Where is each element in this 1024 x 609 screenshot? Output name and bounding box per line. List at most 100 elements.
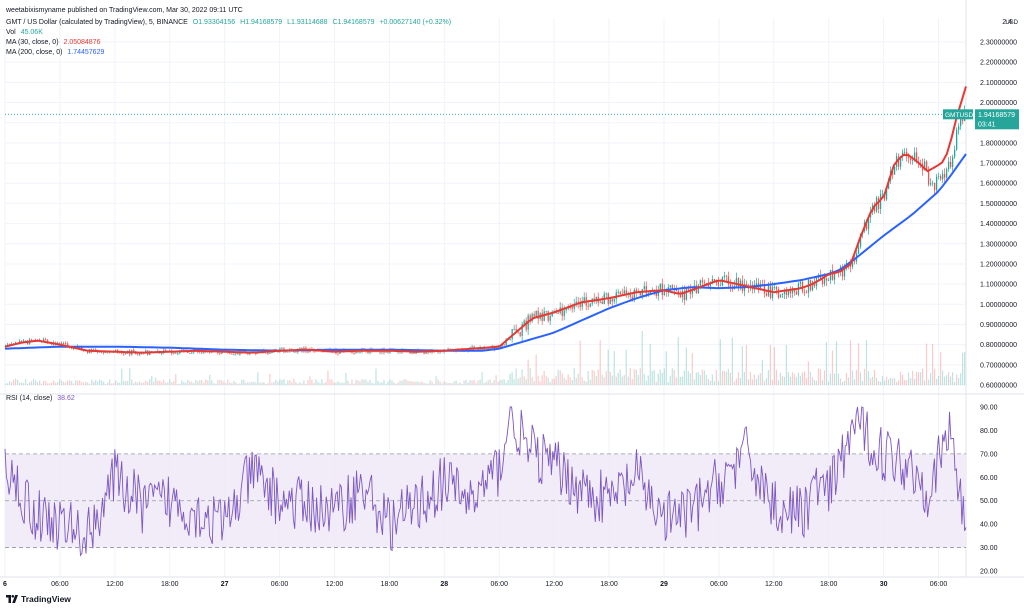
time-tick-label: 28 <box>440 581 448 588</box>
candle-body <box>719 285 722 287</box>
volume-bar <box>877 381 880 385</box>
volume-bar <box>5 383 7 385</box>
ma30-legend[interactable]: MA (30, close, 0) 2.05084876 <box>6 38 103 47</box>
candle-body <box>947 161 950 170</box>
volume-bar <box>869 378 872 385</box>
candle-body <box>579 302 581 307</box>
volume-bar <box>645 380 647 385</box>
symbol-legend[interactable]: GMT / US Dollar (calculated by TradingVi… <box>6 18 454 27</box>
volume-bar <box>127 380 129 385</box>
candle-body <box>725 275 728 277</box>
candle-body <box>689 289 692 294</box>
volume-bar <box>687 371 689 385</box>
volume-bar <box>745 344 747 385</box>
volume-bar <box>251 381 253 385</box>
volume-bar <box>847 377 850 385</box>
tradingview-logo-icon <box>6 595 18 603</box>
volume-bar <box>781 375 784 385</box>
rsi-legend[interactable]: RSI (14, close) 38.62 <box>6 394 78 403</box>
volume-bar <box>157 380 159 385</box>
volume-bar <box>479 379 481 385</box>
candle-body <box>275 349 277 351</box>
volume-bar <box>587 371 589 385</box>
candle-body <box>959 115 962 127</box>
volume-bar <box>843 380 846 385</box>
volume-bar <box>867 371 870 385</box>
time-tick-label: 18:00 <box>600 581 618 588</box>
volume-bar <box>785 345 788 385</box>
volume-bar <box>535 354 537 385</box>
volume-bar <box>527 359 529 385</box>
volume-bar <box>647 375 649 385</box>
low-value: L1.93114688 <box>287 19 328 26</box>
volume-bar <box>269 373 271 385</box>
candle-body <box>583 297 585 302</box>
volume-bar <box>249 382 251 385</box>
candle-body <box>819 275 822 280</box>
volume-bar <box>463 380 465 385</box>
candle-body <box>883 193 886 200</box>
volume-bar <box>183 381 185 385</box>
volume-bar <box>655 381 657 385</box>
volume-bar <box>595 375 597 385</box>
volume-bar <box>709 380 711 385</box>
volume-bar <box>57 381 59 385</box>
ma200-legend[interactable]: MA (200, close, 0) 1.74457629 <box>6 48 107 57</box>
candle-body <box>623 290 625 295</box>
candle-body <box>351 352 353 353</box>
volume-bar <box>823 370 826 385</box>
volume-bar <box>337 381 339 385</box>
rsi-tick-label: 90.00 <box>980 405 998 412</box>
volume-legend[interactable]: Vol 45.06K <box>6 28 46 37</box>
candle-body <box>267 352 269 354</box>
candle-body <box>353 352 355 354</box>
volume-bar <box>827 381 830 385</box>
volume-bar <box>915 371 918 385</box>
candle-body <box>629 293 631 297</box>
volume-bar <box>483 383 485 385</box>
price-tick-label: 1.50000000 <box>980 201 1017 208</box>
candle-body <box>271 351 273 354</box>
candle-body <box>781 293 784 295</box>
volume-bar <box>109 379 111 385</box>
volume-bar <box>379 382 381 385</box>
volume-bar <box>149 379 151 385</box>
volume-bar <box>473 379 475 385</box>
symbol-tag <box>943 109 973 120</box>
candle-body <box>593 298 595 300</box>
candle-body <box>711 278 714 283</box>
price-tick-label: 0.60000000 <box>980 383 1017 390</box>
volume-bar <box>53 380 55 385</box>
volume-bar <box>649 344 651 385</box>
volume-bar <box>417 381 419 385</box>
candle-body <box>61 342 63 345</box>
volume-bar <box>731 337 733 385</box>
volume-bar <box>169 379 171 385</box>
time-tick-label: 06:00 <box>51 581 69 588</box>
volume-bar <box>575 377 577 385</box>
volume-bar <box>853 379 856 385</box>
volume-bar <box>817 368 820 385</box>
volume-bar <box>663 368 665 385</box>
volume-bar <box>585 381 587 385</box>
volume-bar <box>657 373 659 385</box>
candle-body <box>865 222 868 230</box>
volume-bar <box>369 379 371 385</box>
volume-bar <box>179 383 181 385</box>
candle-body <box>617 291 619 293</box>
volume-bar <box>659 369 661 385</box>
candle-body <box>359 351 361 353</box>
volume-bar <box>937 375 940 385</box>
volume-bar <box>411 381 413 385</box>
volume-bar <box>697 372 699 385</box>
volume-bar <box>723 370 725 385</box>
candle-body <box>367 351 369 354</box>
candle-body <box>99 351 101 353</box>
tradingview-logo[interactable]: TradingView <box>6 594 71 604</box>
candle-body <box>161 353 163 354</box>
candle-body <box>833 271 836 280</box>
volume-bar <box>541 375 543 385</box>
volume-bar <box>229 382 231 385</box>
candle-body <box>897 156 900 167</box>
time-tick-label: 12:00 <box>765 581 783 588</box>
